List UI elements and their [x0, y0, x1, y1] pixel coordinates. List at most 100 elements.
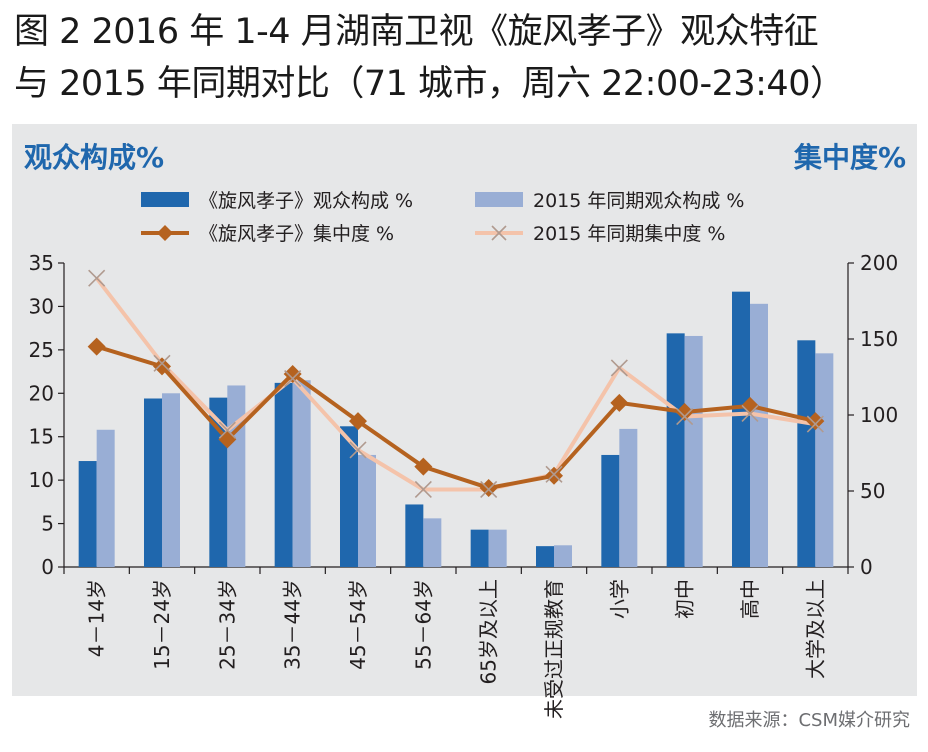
bar-2016-composition [144, 398, 162, 567]
marker-2015-x-stroke [545, 465, 563, 483]
right-tick-label: 0 [860, 555, 873, 579]
bar-2015-composition [488, 529, 507, 567]
bar-2015-composition [96, 429, 115, 567]
line-2015-concentration [95, 276, 816, 492]
legend-label: 2015 年同期集中度 % [533, 223, 726, 245]
bar-2015-composition [292, 380, 311, 567]
category-label: 25－34岁 [215, 579, 239, 670]
marker-2015-x-stroke [610, 359, 628, 377]
legend-swatch [141, 192, 189, 207]
left-axis-title: 观众构成% [24, 141, 165, 174]
category-label: 65岁及以上 [477, 579, 501, 684]
chart-title-line-2: 与 2015 年同期对比（71 城市，周六 22:00-23:40） [14, 64, 845, 104]
left-tick-label: 5 [41, 512, 54, 536]
category-label: 4－14岁 [85, 579, 109, 657]
marker-2015-x [806, 415, 824, 433]
marker-2015-x [349, 441, 367, 459]
bar-2015-composition [358, 454, 376, 567]
marker-2015-x-stroke [349, 441, 367, 459]
bar-2016-composition [666, 333, 685, 567]
bar-2016-composition [340, 426, 358, 567]
bar-2015-composition [684, 335, 703, 567]
marker-2015-x-stroke [153, 354, 171, 372]
left-tick-label: 0 [41, 555, 54, 579]
bar-2016-composition [536, 546, 554, 567]
bar-2016-composition [78, 461, 97, 567]
marker-2016-diamond [349, 412, 367, 431]
legend-marker [157, 225, 173, 241]
right-tick-label: 100 [860, 403, 898, 427]
left-tick-label: 20 [29, 381, 54, 405]
marker-2015-x-stroke [88, 269, 106, 287]
left-tick-label: 30 [29, 294, 54, 318]
bar-2015-composition [750, 303, 768, 567]
legend-marker [491, 225, 507, 241]
category-label: 小学 [607, 579, 631, 619]
left-tick-label: 35 [29, 251, 54, 275]
marker-2015-x [414, 480, 432, 499]
line-2016-concentration [96, 344, 816, 490]
legend-label: 2015 年同期观众构成 % [533, 190, 745, 212]
marker-2015-x [153, 354, 171, 372]
category-label: 55－64岁 [411, 579, 435, 670]
category-label: 初中 [673, 579, 697, 619]
category-label: 45－54岁 [346, 579, 370, 670]
marker-2016-diamond [153, 357, 171, 376]
category-label: 大学及以上 [803, 579, 827, 679]
bar-2015-composition [815, 353, 834, 567]
left-tick-label: 15 [29, 425, 54, 449]
marker-2016-diamond [479, 478, 498, 497]
bar-2015-composition [619, 428, 638, 567]
right-tick-label: 50 [860, 479, 885, 503]
chart-title: 图 2 2016 年 1-4 月湖南卫视《旋风孝子》观众特征 与 2015 年同… [14, 6, 919, 110]
marker-2016-diamond [545, 466, 563, 485]
bar-2015-composition [423, 518, 442, 567]
marker-2016-diamond [610, 393, 629, 412]
marker-2015-x [610, 359, 628, 377]
marker-2016-diamond [87, 337, 106, 356]
legend-label: 《旋风孝子》集中度 % [199, 223, 394, 245]
marker-2016-diamond [675, 402, 694, 421]
marker-2015-x-stroke [284, 369, 302, 388]
category-label: 未受过正规教育 [542, 579, 566, 719]
right-tick-label: 200 [860, 251, 898, 275]
legend-item: 《旋风孝子》集中度 % [141, 223, 394, 245]
chart-title-line-1: 图 2 2016 年 1-4 月湖南卫视《旋风孝子》观众特征 [14, 12, 819, 52]
legend-item: 2015 年同期观众构成 % [475, 190, 745, 212]
marker-2015-x [218, 421, 236, 439]
marker-2016-diamond [741, 396, 759, 415]
category-label: 15－24岁 [150, 579, 174, 670]
bar-2016-composition [274, 382, 293, 567]
marker-2016-diamond [283, 364, 302, 383]
marker-2015-x [284, 369, 302, 388]
marker-2015-x-stroke [676, 407, 694, 426]
left-tick-label: 10 [29, 468, 54, 492]
bar-2016-composition [405, 504, 424, 567]
category-label: 35－44岁 [281, 579, 305, 670]
bar-2016-composition [732, 291, 750, 567]
bar-2015-composition [162, 393, 180, 567]
legend-label: 《旋风孝子》观众构成 % [199, 190, 413, 212]
left-tick-label: 25 [29, 338, 54, 362]
marker-2015-x-stroke [414, 480, 432, 499]
legend-item: 《旋风孝子》观众构成 % [141, 190, 413, 212]
bar-2016-composition [797, 340, 816, 567]
marker-2016-diamond [414, 457, 433, 476]
marker-2015-x [545, 465, 563, 483]
marker-2015-x [676, 407, 694, 426]
legend-swatch [475, 192, 523, 207]
marker-2015-x-stroke [806, 415, 824, 433]
bar-2016-composition [601, 454, 620, 567]
marker-2015-x-stroke [218, 421, 236, 439]
source-note: 数据来源：CSM媒介研究 [708, 710, 910, 731]
marker-2015-x-stroke [480, 480, 498, 499]
category-label: 高中 [738, 579, 762, 619]
bar-2016-composition [470, 529, 489, 567]
bar-2015-composition [554, 545, 572, 567]
marker-2015-x [480, 480, 498, 499]
right-tick-label: 150 [860, 327, 898, 351]
right-axis-title: 集中度% [793, 141, 906, 174]
bar-2015-composition [227, 385, 246, 567]
legend-item: 2015 年同期集中度 % [475, 223, 726, 245]
